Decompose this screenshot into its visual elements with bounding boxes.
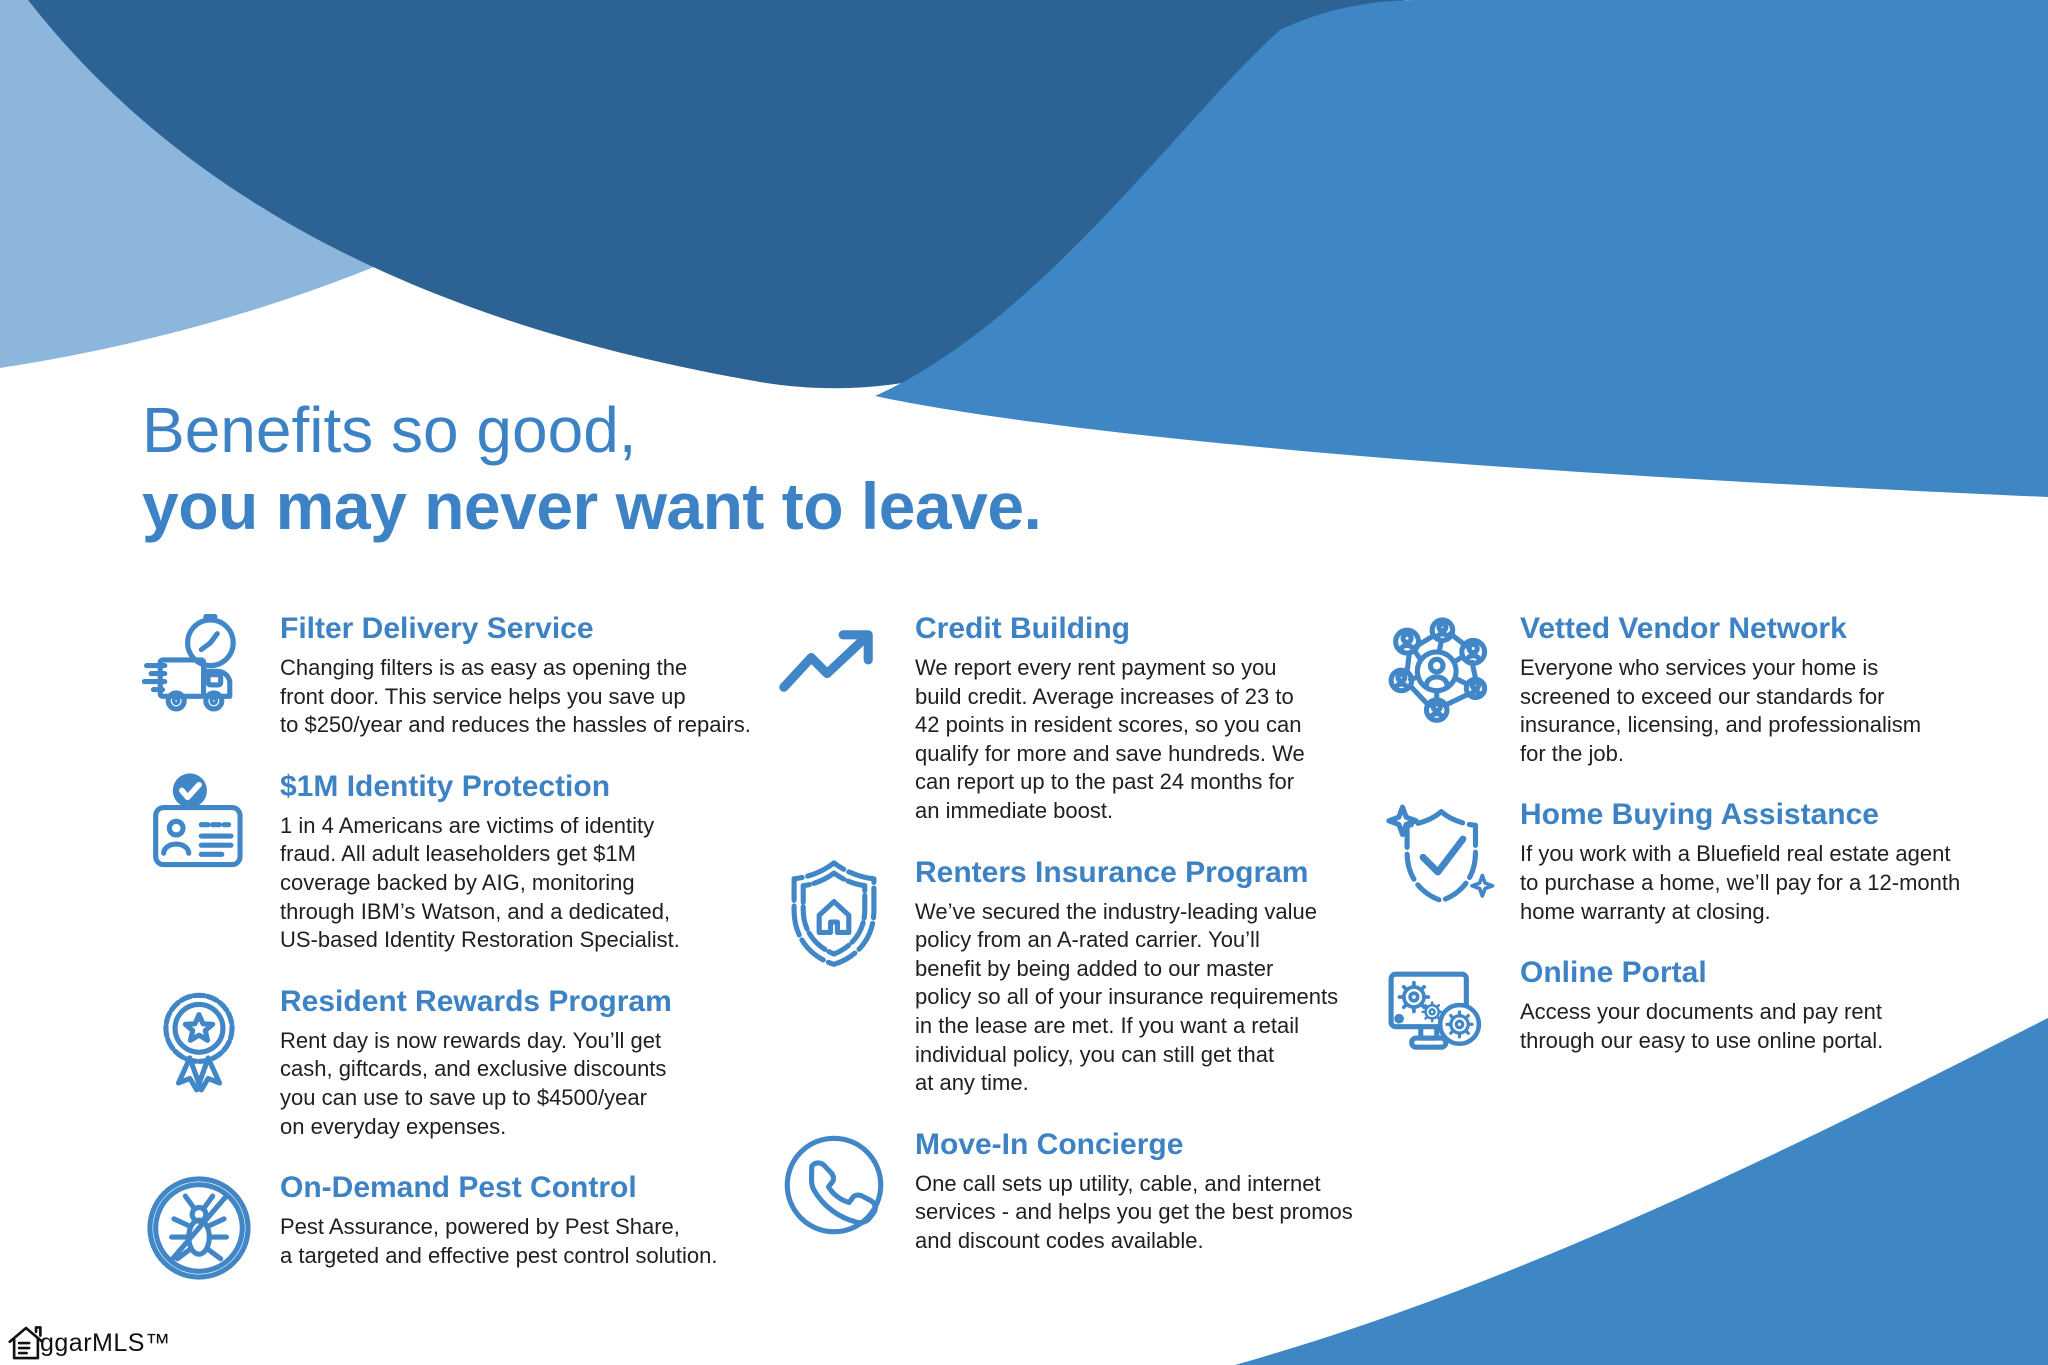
benefit-body: 1 in 4 Americans are victims of identity…: [280, 812, 680, 953]
benefit-title: On-Demand Pest Control: [280, 1171, 637, 1205]
benefit-title: Move-In Concierge: [915, 1127, 1184, 1161]
benefit-credit-building: Credit Building We report every rent pay…: [775, 612, 1370, 826]
benefit-title: Renters Insurance Program: [915, 855, 1309, 889]
page-title: Benefits so good, you may never want to …: [142, 392, 1042, 545]
pest-circle-icon: [140, 1171, 258, 1289]
benefit-title: Vetted Vendor Network: [1520, 612, 1847, 645]
truck-clock-icon: [140, 612, 258, 730]
benefit-vetted-vendor-network: Vetted Vendor Network Everyone who servi…: [1380, 612, 2048, 768]
benefit-body: Changing filters is as easy as opening t…: [280, 655, 751, 738]
award-ribbon-icon: [140, 985, 258, 1103]
heading-line1: Benefits so good,: [142, 394, 637, 466]
benefit-online-portal: Online Portal Access your documents and …: [1380, 956, 2048, 1074]
benefits-column-2: Credit Building We report every rent pay…: [775, 612, 1370, 1319]
house-icon: [8, 1326, 44, 1360]
benefit-body: Everyone who services your home is scree…: [1520, 655, 1922, 766]
heading-line2: you may never want to leave.: [142, 468, 1042, 543]
benefit-identity-protection: $1M Identity Protection 1 in 4 Americans…: [140, 770, 775, 955]
benefit-body: We’ve secured the industry-leading value…: [915, 898, 1339, 1096]
people-network-icon: [1380, 612, 1498, 730]
benefit-title: Filter Delivery Service: [280, 612, 594, 645]
phone-circle-icon: [775, 1128, 893, 1246]
wave-medium-top-right: [875, 0, 2048, 497]
benefit-resident-rewards: Resident Rewards Program Rent day is now…: [140, 985, 775, 1141]
benefit-title: Credit Building: [915, 612, 1130, 645]
benefit-body: Pest Assurance, powered by Pest Share, a…: [280, 1214, 718, 1268]
benefit-home-buying-assistance: Home Buying Assistance If you work with …: [1380, 798, 2048, 926]
benefit-body: If you work with a Bluefield real estate…: [1520, 841, 1961, 924]
benefit-body: Rent day is now rewards day. You’ll get …: [280, 1027, 667, 1139]
shield-check-sparkle-icon: [1380, 798, 1498, 916]
shield-home-icon: [775, 856, 893, 974]
benefits-column-3: Vetted Vendor Network Everyone who servi…: [1370, 612, 2048, 1319]
rising-chart-arrow-icon: [775, 612, 893, 730]
benefit-title: Home Buying Assistance: [1520, 798, 1879, 832]
benefits-column-1: Filter Delivery Service Changing filters…: [140, 612, 775, 1319]
mls-watermark: ggarMLS™: [6, 1323, 170, 1363]
mls-logo-text: ggarMLS™: [40, 1328, 171, 1357]
benefits-grid: Filter Delivery Service Changing filters…: [140, 612, 2048, 1319]
benefit-pest-control: On-Demand Pest Control Pest Assurance, p…: [140, 1171, 775, 1289]
monitor-gears-icon: [1380, 956, 1498, 1074]
benefit-body: One call sets up utility, cable, and int…: [915, 1170, 1353, 1253]
benefit-body: Access your documents and pay rent throu…: [1520, 999, 1884, 1053]
benefit-filter-delivery: Filter Delivery Service Changing filters…: [140, 612, 775, 740]
benefit-title: Online Portal: [1520, 956, 1707, 990]
benefit-body: We report every rent payment so you buil…: [915, 655, 1305, 823]
benefit-title: Resident Rewards Program: [280, 984, 672, 1018]
benefit-title: $1M Identity Protection: [280, 769, 611, 803]
benefit-renters-insurance: Renters Insurance Program We’ve secured …: [775, 856, 1370, 1098]
wave-medium-bottom-right: [1235, 1018, 2048, 1365]
id-card-check-icon: [140, 770, 258, 888]
benefit-move-in-concierge: Move-In Concierge One call sets up utili…: [775, 1128, 1370, 1256]
